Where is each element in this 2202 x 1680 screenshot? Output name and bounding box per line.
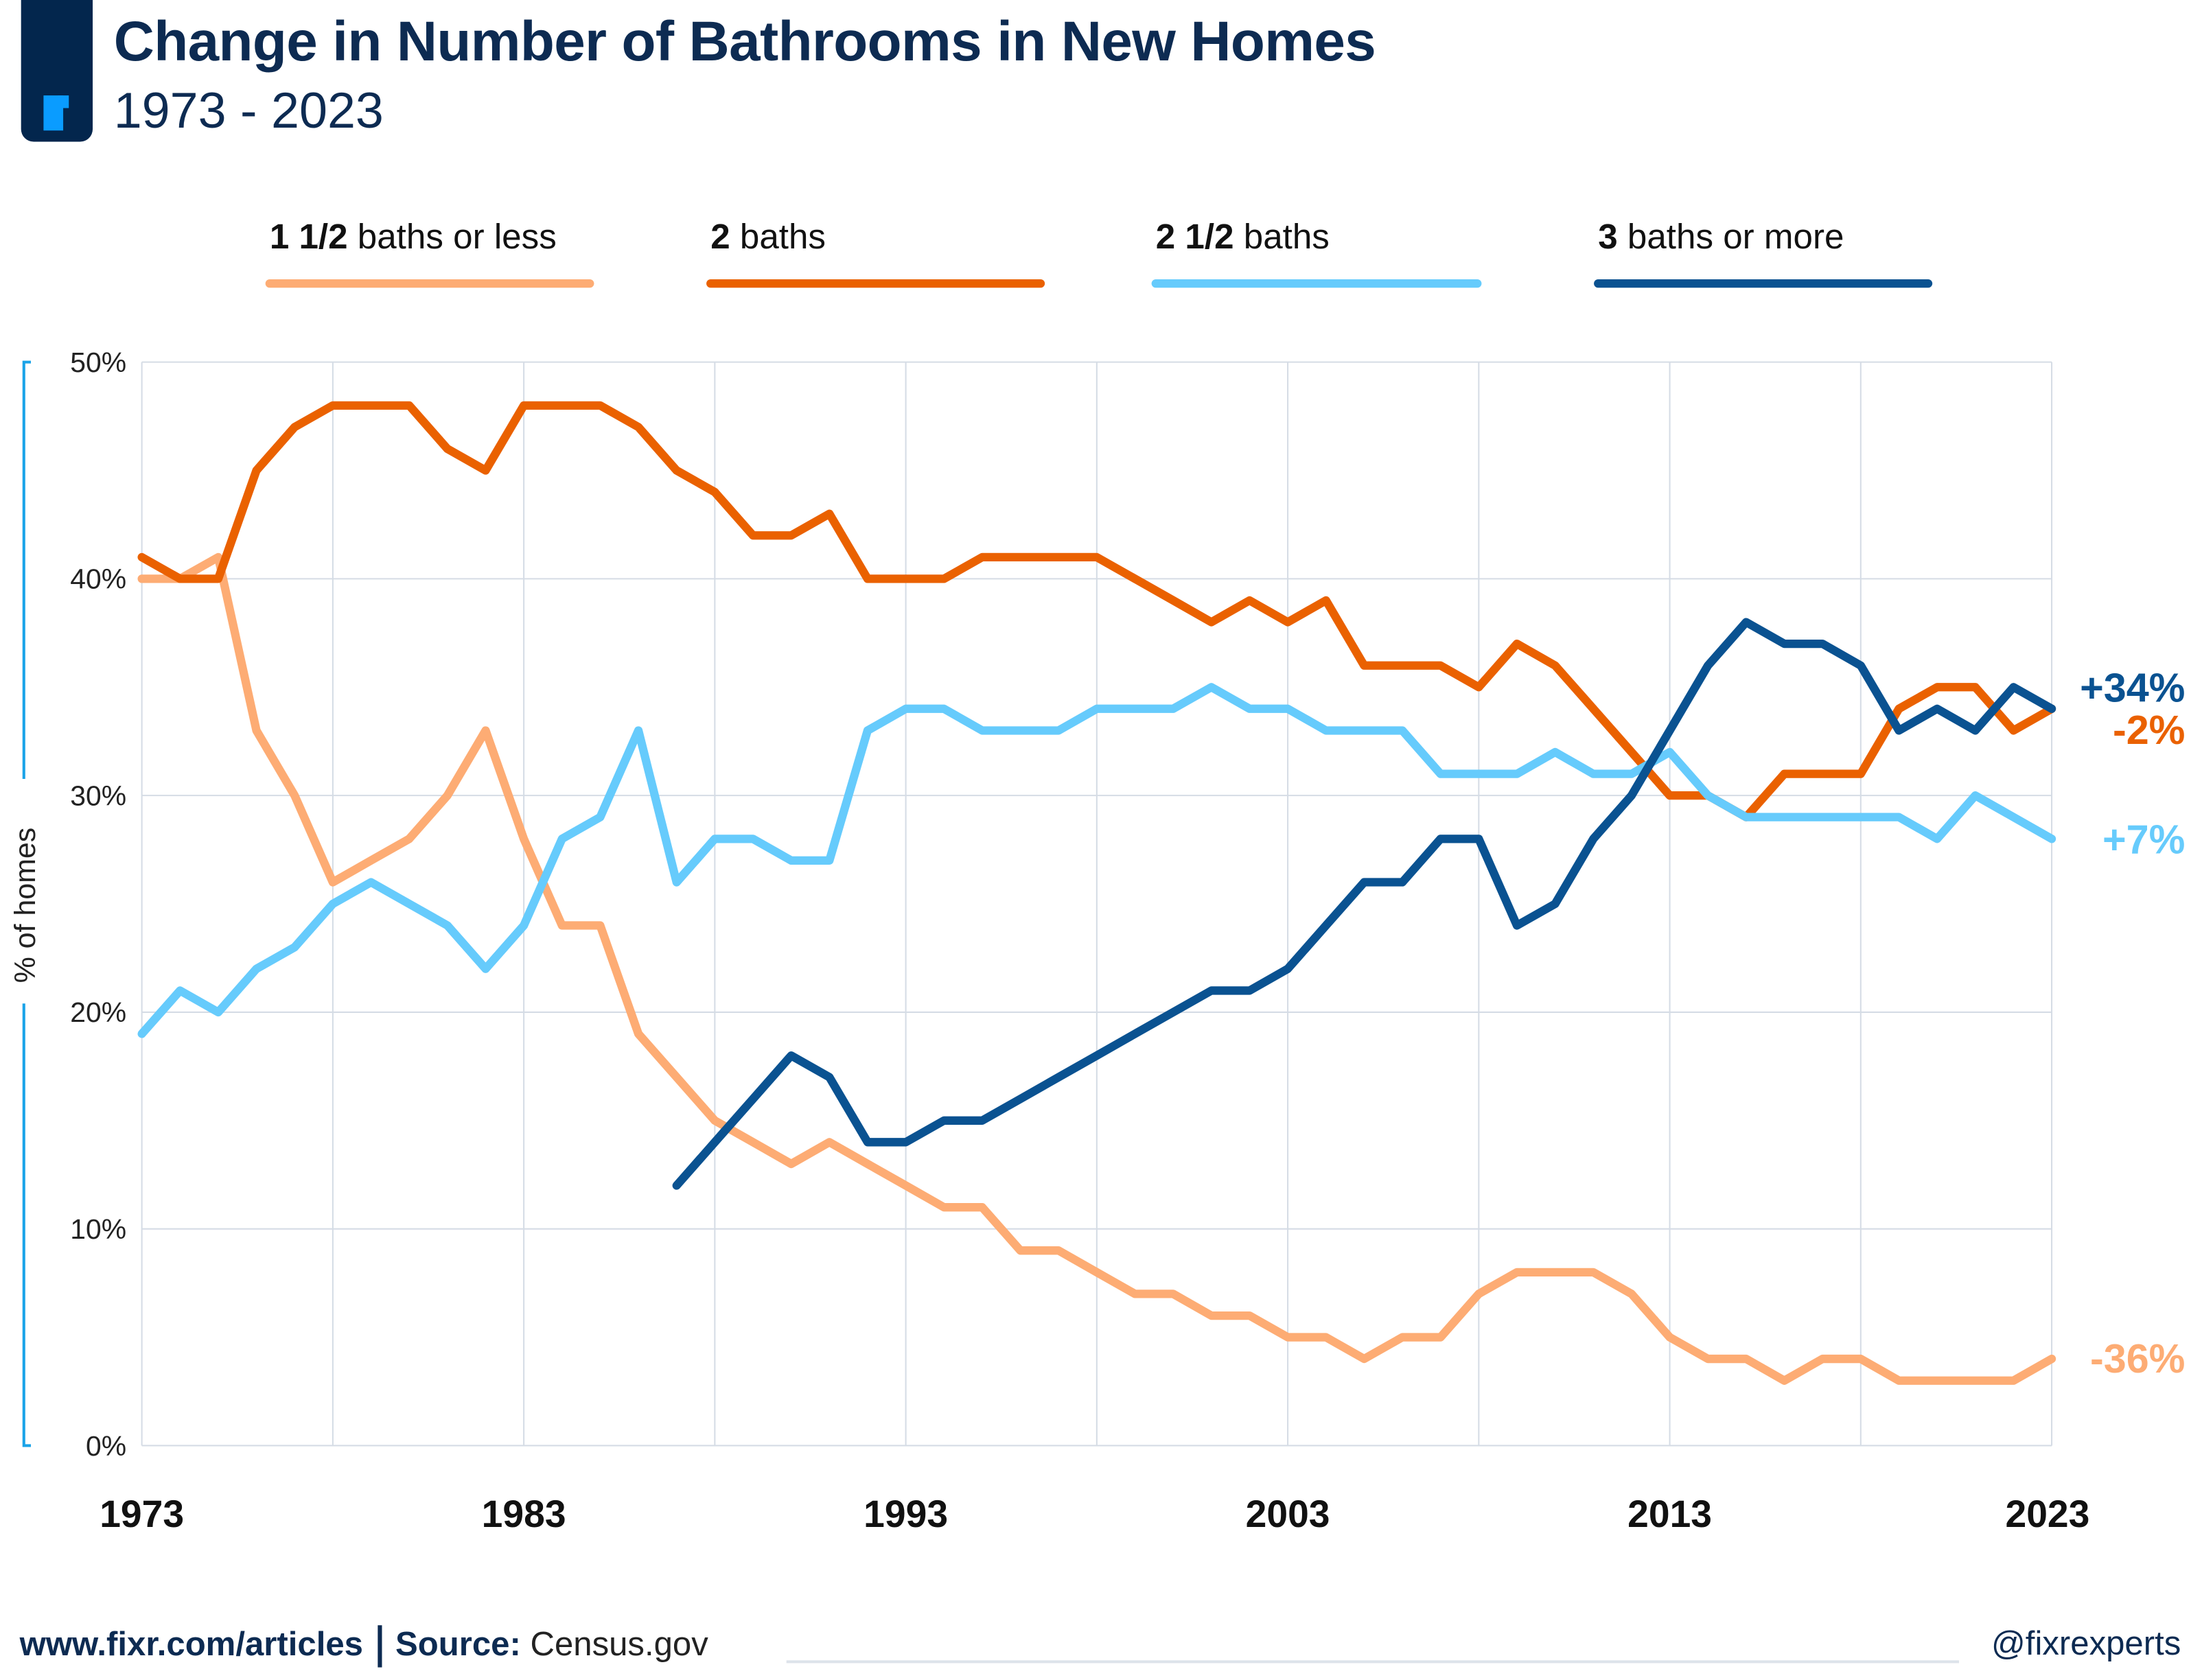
footer-source: www.fixr.com/articles Source: Census.gov [19, 1625, 708, 1668]
source-value: Census.gov [530, 1625, 708, 1664]
chart-title: Change in Number of Bathrooms in New Hom… [113, 11, 1376, 73]
footer-url[interactable]: www.fixr.com/articles [19, 1625, 363, 1664]
y-axis-label: % of homes [9, 828, 42, 983]
y-tick-label: 10% [70, 1213, 126, 1245]
x-tick-label: 2003 [1246, 1493, 1330, 1535]
x-tick-label: 1993 [864, 1493, 948, 1535]
x-tick-label: 2023 [2005, 1493, 2089, 1535]
series-line-3 [672, 618, 2056, 1190]
x-tick-label: 2013 [1627, 1493, 1712, 1535]
y-axis-bracket [22, 360, 32, 1447]
end-change-label: +34% [2080, 665, 2185, 711]
fixr-logo-icon [21, 0, 93, 142]
y-tick-label: 20% [70, 996, 126, 1028]
footer-handle: @fixrexperts [1991, 1625, 2181, 1664]
y-tick-label: 50% [70, 347, 126, 378]
legend-item-3-baths: 3 baths or more [1598, 217, 1844, 257]
footer-divider [786, 1660, 1960, 1664]
y-tick-label: 40% [70, 563, 126, 595]
end-change-label: +7% [2102, 816, 2185, 862]
end-change-label: -2% [2113, 707, 2185, 753]
x-tick-label: 1973 [100, 1493, 184, 1535]
end-change-label: -36% [2090, 1335, 2185, 1381]
chart-subtitle: 1973 - 2023 [113, 81, 384, 139]
legend-item-2-baths: 2 baths [710, 217, 826, 257]
y-tick-label: 0% [86, 1430, 126, 1462]
footer-separator [377, 1625, 382, 1668]
x-tick-label: 1983 [482, 1493, 566, 1535]
source-label: Source: [395, 1625, 521, 1664]
y-tick-label: 30% [70, 780, 126, 811]
legend-item-1-5-baths: 1 1/2 baths or less [269, 217, 557, 257]
legend-item-2-5-baths: 2 1/2 baths [1155, 217, 1330, 257]
